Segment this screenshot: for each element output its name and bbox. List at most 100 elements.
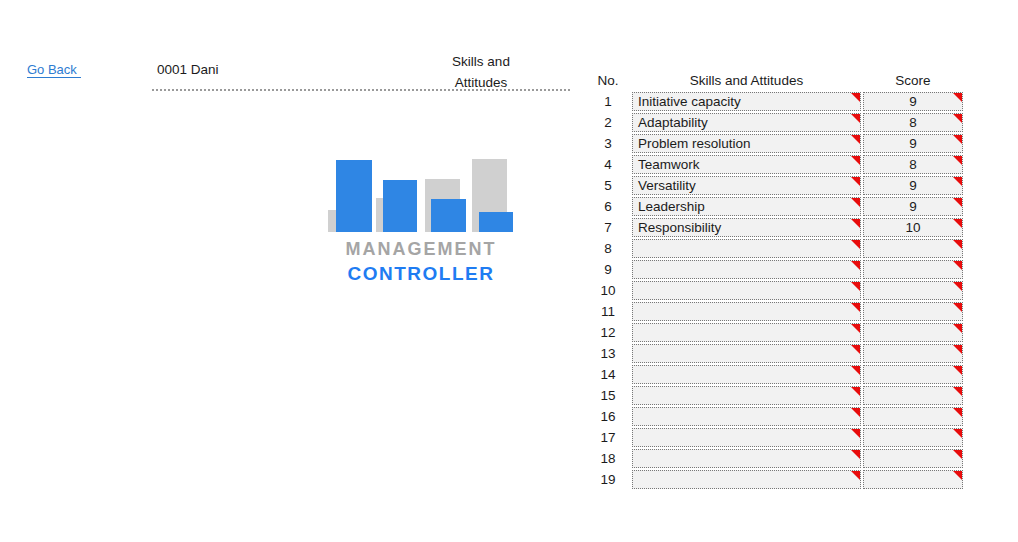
skills-table: No. Skills and Attitudes Score 1 Initiat… bbox=[584, 68, 965, 491]
skill-cell[interactable] bbox=[632, 365, 861, 384]
skill-cell[interactable]: Initiative capacity bbox=[632, 92, 861, 111]
score-cell[interactable] bbox=[863, 323, 963, 342]
skill-cell-text bbox=[633, 241, 638, 256]
row-number: 10 bbox=[586, 281, 630, 300]
comment-indicator-icon bbox=[953, 198, 962, 207]
skill-cell[interactable] bbox=[632, 302, 861, 321]
comment-indicator-icon bbox=[851, 345, 860, 354]
score-cell[interactable]: 9 bbox=[863, 92, 963, 111]
skill-cell-text bbox=[633, 367, 638, 382]
row-number: 15 bbox=[586, 386, 630, 405]
row-number: 9 bbox=[586, 260, 630, 279]
go-back-link[interactable]: Go Back bbox=[27, 62, 81, 78]
comment-indicator-icon bbox=[851, 429, 860, 438]
score-cell[interactable]: 9 bbox=[863, 176, 963, 195]
table-row: 6 Leadership 9 bbox=[586, 197, 963, 216]
row-number: 18 bbox=[586, 449, 630, 468]
skill-cell-text bbox=[633, 388, 638, 403]
row-number: 6 bbox=[586, 197, 630, 216]
table-row: 15 bbox=[586, 386, 963, 405]
skill-cell[interactable]: Teamwork bbox=[632, 155, 861, 174]
skill-cell[interactable] bbox=[632, 449, 861, 468]
comment-indicator-icon bbox=[953, 366, 962, 375]
section-title: Skills and Attitudes bbox=[421, 51, 541, 93]
comment-indicator-icon bbox=[953, 219, 962, 228]
row-number: 2 bbox=[586, 113, 630, 132]
skill-cell[interactable]: Adaptability bbox=[632, 113, 861, 132]
row-number: 3 bbox=[586, 134, 630, 153]
skill-cell-text bbox=[633, 409, 638, 424]
skill-cell[interactable] bbox=[632, 407, 861, 426]
comment-indicator-icon bbox=[953, 135, 962, 144]
comment-indicator-icon bbox=[953, 471, 962, 480]
score-cell-text: 9 bbox=[909, 136, 917, 151]
skill-cell[interactable] bbox=[632, 281, 861, 300]
skill-cell-text: Adaptability bbox=[633, 115, 708, 130]
score-cell[interactable]: 9 bbox=[863, 197, 963, 216]
skill-cell-text bbox=[633, 472, 638, 487]
score-cell[interactable] bbox=[863, 407, 963, 426]
comment-indicator-icon bbox=[851, 156, 860, 165]
comment-indicator-icon bbox=[953, 156, 962, 165]
skill-cell[interactable] bbox=[632, 470, 861, 489]
skill-cell-text: Teamwork bbox=[633, 157, 700, 172]
row-number: 12 bbox=[586, 323, 630, 342]
score-cell[interactable] bbox=[863, 260, 963, 279]
score-cell[interactable] bbox=[863, 239, 963, 258]
score-cell[interactable] bbox=[863, 365, 963, 384]
logo-title-management: MANAGEMENT bbox=[328, 239, 514, 260]
skill-cell[interactable]: Problem resolution bbox=[632, 134, 861, 153]
comment-indicator-icon bbox=[851, 366, 860, 375]
row-number: 7 bbox=[586, 218, 630, 237]
row-number: 19 bbox=[586, 470, 630, 489]
comment-indicator-icon bbox=[953, 345, 962, 354]
table-row: 12 bbox=[586, 323, 963, 342]
skill-cell[interactable] bbox=[632, 323, 861, 342]
skill-cell-text: Responsibility bbox=[633, 220, 721, 235]
table-row: 2 Adaptability 8 bbox=[586, 113, 963, 132]
table-row: 19 bbox=[586, 470, 963, 489]
skill-cell[interactable] bbox=[632, 386, 861, 405]
score-cell[interactable]: 8 bbox=[863, 155, 963, 174]
score-cell[interactable] bbox=[863, 449, 963, 468]
table-row: 11 bbox=[586, 302, 963, 321]
comment-indicator-icon bbox=[851, 93, 860, 102]
header-divider bbox=[152, 89, 570, 91]
table-row: 14 bbox=[586, 365, 963, 384]
score-cell[interactable]: 8 bbox=[863, 113, 963, 132]
comment-indicator-icon bbox=[953, 387, 962, 396]
score-cell[interactable]: 10 bbox=[863, 218, 963, 237]
skill-cell-text bbox=[633, 262, 638, 277]
row-number: 11 bbox=[586, 302, 630, 321]
table-row: 4 Teamwork 8 bbox=[586, 155, 963, 174]
score-cell[interactable]: 9 bbox=[863, 134, 963, 153]
row-number: 5 bbox=[586, 176, 630, 195]
comment-indicator-icon bbox=[953, 450, 962, 459]
row-number: 8 bbox=[586, 239, 630, 258]
comment-indicator-icon bbox=[953, 282, 962, 291]
table-row: 3 Problem resolution 9 bbox=[586, 134, 963, 153]
comment-indicator-icon bbox=[953, 261, 962, 270]
comment-indicator-icon bbox=[851, 324, 860, 333]
employee-name-cell[interactable]: 0001 Dani bbox=[157, 62, 219, 78]
score-cell[interactable] bbox=[863, 386, 963, 405]
skill-cell-text bbox=[633, 304, 638, 319]
skill-cell[interactable] bbox=[632, 239, 861, 258]
row-number: 1 bbox=[586, 92, 630, 111]
comment-indicator-icon bbox=[851, 261, 860, 270]
score-cell[interactable] bbox=[863, 302, 963, 321]
score-cell[interactable] bbox=[863, 428, 963, 447]
comment-indicator-icon bbox=[851, 303, 860, 312]
skill-cell[interactable]: Leadership bbox=[632, 197, 861, 216]
score-cell[interactable] bbox=[863, 281, 963, 300]
skill-cell[interactable]: Responsibility bbox=[632, 218, 861, 237]
score-cell[interactable] bbox=[863, 470, 963, 489]
skill-cell[interactable] bbox=[632, 260, 861, 279]
skill-cell[interactable]: Versatility bbox=[632, 176, 861, 195]
score-cell[interactable] bbox=[863, 344, 963, 363]
comment-indicator-icon bbox=[953, 240, 962, 249]
skill-cell[interactable] bbox=[632, 344, 861, 363]
logo-bar-blue-4 bbox=[479, 212, 513, 232]
skill-cell[interactable] bbox=[632, 428, 861, 447]
comment-indicator-icon bbox=[851, 219, 860, 228]
